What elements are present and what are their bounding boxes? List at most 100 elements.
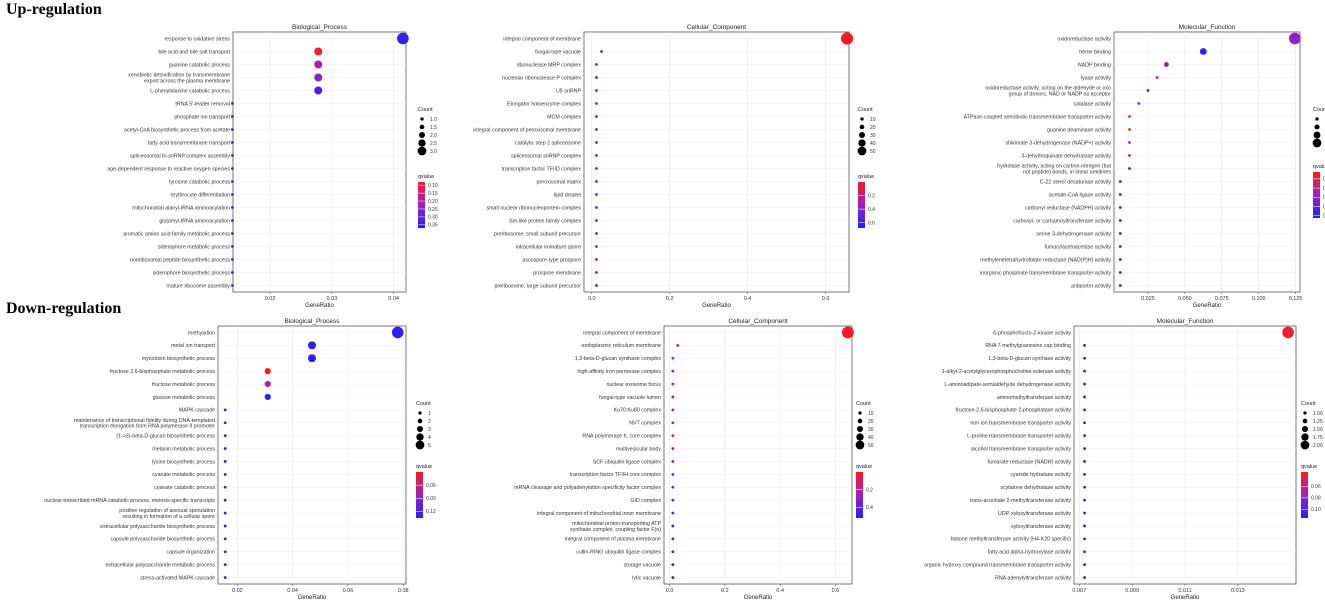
chart-5-data-point xyxy=(1083,498,1086,502)
chart-3-data-point xyxy=(223,537,227,541)
chart-5-qvalue-legend-title: qvalue xyxy=(1301,464,1317,470)
chart-4-data-point xyxy=(671,485,675,489)
chart-0-data-point xyxy=(230,180,234,183)
chart-5-qvalue-legend-label: 0.06 xyxy=(1311,484,1321,490)
chart-0-count-legend-dot xyxy=(419,124,425,130)
chart-2-xtick-label: 0.125 xyxy=(1289,296,1303,302)
chart-4-category-label: nuclear exosome focus xyxy=(607,382,662,388)
chart-2-qvalue-legend-label: 0.18 xyxy=(1323,204,1325,210)
chart-3-data-point xyxy=(223,434,227,438)
chart-0-data-point xyxy=(230,284,234,287)
chart-4-data-point xyxy=(671,369,675,373)
chart-4-title: Cellular_Component xyxy=(728,318,787,325)
chart-2-count-legend-title: Count xyxy=(1313,107,1325,113)
chart-3-data-point xyxy=(223,408,227,412)
chart-3-category-label: (1->3)-beta-D-glucan biosynthetic proces… xyxy=(116,433,215,439)
chart-1-xlabel: GeneRatio xyxy=(702,303,731,309)
chart-1-data-point xyxy=(595,271,598,274)
chart-3-category-label: melanin metabolic process xyxy=(152,446,215,452)
chart-4-data-point xyxy=(671,382,675,386)
chart-3-data-point xyxy=(223,524,227,528)
chart-3-count-legend-label: 5 xyxy=(428,443,431,449)
chart-0-count-legend-dot xyxy=(418,139,426,147)
chart-3-category-label: positive regulation of asexual sporulati… xyxy=(119,508,215,520)
chart-1-qvalue-legend-label: 0.4 xyxy=(868,207,875,213)
chart-5-count-legend-dot xyxy=(1302,426,1308,432)
chart-3-qvalue-legend-title: qvalue xyxy=(416,464,432,470)
chart-1-category-label: prospore membrane xyxy=(533,270,581,276)
chart-4-category-label: integral component of plasma membrane xyxy=(565,537,661,543)
chart-0-data-point xyxy=(230,232,234,235)
chart-0-category-label: response to oxidative stress xyxy=(164,36,230,42)
chart-5-data-point xyxy=(1083,472,1086,476)
chart-3-xtick-label: 0.06 xyxy=(343,588,354,594)
chart-1-category-label: lipid droplet xyxy=(554,192,582,198)
chart-2-data-point xyxy=(1289,32,1301,45)
chart-0-category-label: aromatic amino acid family metabolic pro… xyxy=(123,231,230,237)
chart-0-data-point xyxy=(230,206,234,209)
chart-1-data-point xyxy=(600,50,603,53)
chart-5-qvalue-legend-label: 0.10 xyxy=(1311,507,1321,513)
chart-1-data-point xyxy=(595,180,598,183)
chart-4-count-legend-label: 50 xyxy=(868,443,874,449)
chart-3-data-point xyxy=(223,563,227,567)
chart-4-count-legend-dot xyxy=(857,426,863,432)
chart-0-category-label: age-dependent response to reactive oxyge… xyxy=(107,166,230,172)
chart-4-data-point xyxy=(841,326,854,339)
chart-3-count-legend-dot xyxy=(418,411,422,415)
chart-1-count-legend-dot xyxy=(859,132,865,138)
chart-5-category-label: alcohol transmembrane transporter activi… xyxy=(971,446,1071,452)
chart-4-category-label: mitochondrial proton-transporting ATP syn… xyxy=(570,521,661,533)
chart-4-category-label: storage vacuole xyxy=(624,562,661,568)
chart-1-data-point xyxy=(595,154,598,157)
chart-0-data-point xyxy=(230,193,234,196)
chart-0-category-label: siderophore metabolic process xyxy=(158,244,230,250)
chart-4-category-label: cullin-RING ubiquitin ligase complex xyxy=(576,550,661,556)
chart-4-qvalue-legend-title: qvalue xyxy=(856,464,872,470)
chart-4-data-point xyxy=(671,472,675,476)
chart-0-category-label: tRNA 5'-leader removal xyxy=(175,101,230,107)
chart-4-data-point xyxy=(671,460,675,463)
chart-0-category-label: xenobiotic detoxification by transmembra… xyxy=(128,73,230,85)
chart-4-qvalue-legend-label: 0.4 xyxy=(866,505,873,511)
chart-1-category-label: U5 snRNP xyxy=(556,88,581,94)
chart-2-data-point xyxy=(1118,284,1122,287)
chart-3-title: Biological_Process xyxy=(285,318,341,325)
chart-5-xtick-label: 0.013 xyxy=(1231,588,1245,594)
chart-2-plot-area xyxy=(1113,31,1301,293)
chart-0-category-label: spliceosomal tri-snRNP complex assembly xyxy=(130,153,230,159)
chart-1-data-point xyxy=(595,128,598,131)
chart-2-category-label: fumarylacetoacetase activity xyxy=(1044,244,1111,250)
chart-0-category-label: bile acid and bile salt transport xyxy=(158,49,230,55)
chart-5-data-point xyxy=(1083,408,1086,412)
chart-5-count-legend-label: 1.25 xyxy=(1313,419,1323,425)
chart-2-data-point xyxy=(1118,232,1122,235)
chart-5-category-label: UDP-xylosyltransferase activity xyxy=(998,511,1071,517)
chart-1-count-legend-dot xyxy=(858,139,866,147)
chart-1-category-label: ribonuclease MRP complex xyxy=(517,62,582,68)
chart-1-data-point xyxy=(595,76,598,79)
chart-0-count-legend-label: 3.0 xyxy=(430,149,437,155)
chart-3-data-point xyxy=(223,421,227,425)
chart-3-panel: Biological_Process methylation metal ion t… xyxy=(44,318,436,601)
chart-2-data-point xyxy=(1128,154,1131,157)
chart-2-data-point xyxy=(1155,76,1159,79)
chart-2-count-legend-dot xyxy=(1312,138,1322,148)
chart-1-category-label: preribosome, large subunit precursor xyxy=(494,283,581,289)
chart-3-data-point xyxy=(223,472,227,476)
chart-0-data-point xyxy=(230,128,234,131)
chart-2-category-label: NADP binding xyxy=(1078,62,1111,68)
chart-2-category-label: C-22 sterol desaturase activity xyxy=(1040,179,1112,185)
chart-5-category-label: iron ion transmembrane transporter activ… xyxy=(970,421,1071,427)
chart-1-count-legend-dot xyxy=(860,117,864,121)
chart-5-category-label: 6-phosphofructo-2-kinase activity xyxy=(993,330,1071,336)
chart-5-data-point xyxy=(1083,343,1086,347)
chart-2-count-legend-dot xyxy=(1313,131,1321,139)
chart-3-data-point xyxy=(264,380,271,388)
chart-4-category-label: RNA polymerase II, core complex xyxy=(582,433,661,439)
chart-4-count-legend-dot xyxy=(856,433,864,441)
chart-0-data-point xyxy=(314,86,323,95)
chart-1-data-point xyxy=(595,258,598,261)
chart-5-category-label: trans-aconitate 2-methyltransferase acti… xyxy=(970,498,1071,504)
